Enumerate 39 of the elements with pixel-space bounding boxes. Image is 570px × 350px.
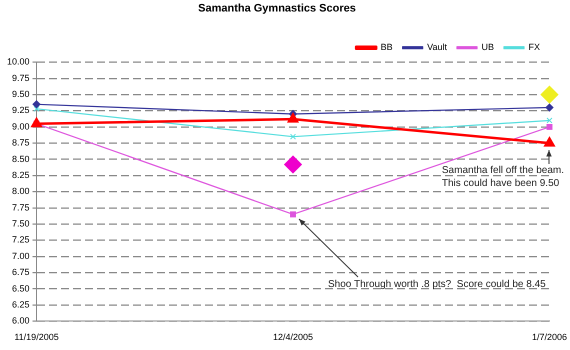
point xyxy=(287,112,299,123)
chart-title: Samantha Gymnastics Scores xyxy=(198,2,356,15)
annotation: Shoo Through worth .8 pts? Score could be 8.45 xyxy=(328,279,546,290)
y-tick-label: 9.50 xyxy=(12,89,30,100)
y-tick-label: 8.25 xyxy=(12,170,30,180)
point xyxy=(30,117,42,128)
point xyxy=(544,136,556,147)
legend-label: FX xyxy=(528,42,540,52)
y-tick-label: 9.75 xyxy=(12,72,30,83)
point xyxy=(546,124,552,130)
point xyxy=(34,106,40,112)
y-tick-label: 9.25 xyxy=(12,105,30,116)
y-tick-label: 6.75 xyxy=(12,267,30,278)
legend-label: UB xyxy=(481,42,494,52)
y-tick-label: 7.25 xyxy=(12,234,30,245)
y-tick-label: 8.50 xyxy=(12,154,30,164)
x-tick-label: 11/19/2005 xyxy=(14,332,59,342)
legend-label: Vault xyxy=(427,42,448,52)
y-tick-label: 6.00 xyxy=(12,316,30,326)
point xyxy=(546,118,552,124)
y-tick-label: 7.00 xyxy=(12,250,30,261)
point xyxy=(32,100,41,108)
y-tick-label: 6.25 xyxy=(12,299,30,310)
point xyxy=(545,104,554,112)
x-tick-label: 1/7/2006 xyxy=(532,332,568,342)
point xyxy=(540,86,558,104)
annotation: Samantha fell off the beam. This could have been 9.50 xyxy=(442,164,564,189)
x-tick-label: 12/4/2005 xyxy=(272,332,314,342)
y-tick-label: 8.75 xyxy=(12,138,30,148)
y-tick-label: 8.00 xyxy=(12,186,30,196)
y-tick-label: 7.50 xyxy=(12,218,30,229)
legend-label: BB xyxy=(380,42,393,52)
point xyxy=(290,211,296,218)
y-tick-label: 9.00 xyxy=(12,121,30,132)
y-tick-label: 7.75 xyxy=(12,202,30,212)
y-tick-label: 6.50 xyxy=(12,283,30,294)
point xyxy=(290,134,296,140)
point xyxy=(284,156,302,174)
y-tick-label: 10.00 xyxy=(6,56,30,67)
